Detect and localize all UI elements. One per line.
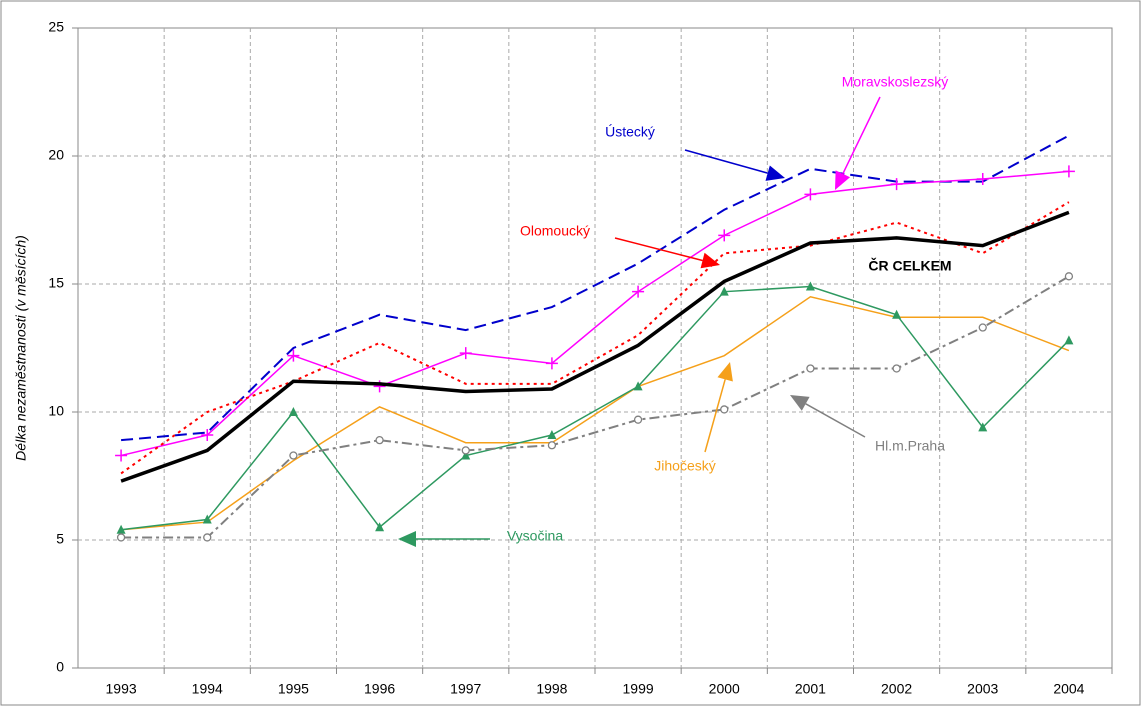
series-annotation: Olomoucký [520,223,590,239]
x-tick-label: 2000 [709,681,740,697]
y-tick-label: 0 [56,659,64,675]
annotation-arrow [842,96,881,175]
x-tick-label: 2002 [881,681,912,697]
annotation-arrowhead [835,170,851,190]
x-tick-label: 1997 [450,681,481,697]
marker [289,451,298,460]
series-annotation: Ústecký [605,124,655,140]
marker [201,429,214,442]
series-line [121,295,1070,531]
series-line [120,134,1070,442]
marker [720,405,729,414]
series-annotation: Hl.m.Praha [875,438,945,454]
x-tick-label: 1996 [364,681,395,697]
marker [375,522,385,532]
series-line [120,210,1070,483]
marker [545,357,558,370]
series-annotation: Vysočina [507,528,564,544]
x-tick-label: 1998 [536,681,567,697]
annotation-arrowhead [398,531,416,547]
marker [461,450,471,460]
y-tick-label: 10 [48,403,64,419]
marker [805,281,815,291]
marker [461,446,470,455]
marker [115,449,128,462]
marker [890,178,903,191]
marker [375,436,384,445]
marker [892,309,902,319]
x-tick-label: 2003 [967,681,998,697]
marker [116,524,126,534]
marker [1064,272,1074,281]
marker [806,364,815,373]
x-tick-label: 1994 [192,681,223,697]
marker [632,285,645,298]
y-tick-label: 15 [48,275,64,291]
marker [976,173,989,186]
y-tick-label: 20 [48,147,64,163]
annotation-arrowhead [765,165,785,181]
annotation-arrow [805,403,866,438]
series-annotation: Moravskoslezský [842,74,949,90]
marker [202,514,212,524]
annotation-arrowhead [700,252,720,269]
marker [633,381,643,391]
x-tick-label: 1995 [278,681,309,697]
marker [718,229,731,242]
marker [547,430,557,440]
marker [547,441,557,450]
marker [288,407,298,416]
series-line [120,201,1070,475]
series-annotation: Jihočeský [654,458,715,474]
annotation-arrowhead [717,362,733,382]
annotation-arrow [704,379,726,453]
marker [719,286,729,296]
marker [804,188,817,201]
series-annotation: ČR CELKEM [868,257,951,274]
marker [203,533,212,542]
annotation-arrow [614,237,703,262]
series-line [121,275,1070,539]
marker [1064,335,1074,345]
series-line [120,170,1069,457]
x-tick-label: 2001 [795,681,826,697]
annotation-arrowhead [790,395,810,411]
y-tick-label: 5 [56,531,64,547]
marker [633,415,643,424]
plot-area [77,27,1113,669]
marker [459,347,472,360]
y-tick-label: 25 [48,19,64,35]
series-line [120,285,1070,531]
marker [1062,165,1075,178]
annotation-arrow [684,149,768,174]
marker [287,349,300,362]
marker [978,422,988,432]
marker [116,533,126,542]
marker [892,364,901,373]
x-tick-label: 2004 [1053,681,1084,697]
x-tick-label: 1999 [623,681,654,697]
marker [978,323,987,332]
x-tick-label: 1993 [106,681,137,697]
y-axis-label: Délka nezaměstnanosti (v měsících) [13,235,29,461]
